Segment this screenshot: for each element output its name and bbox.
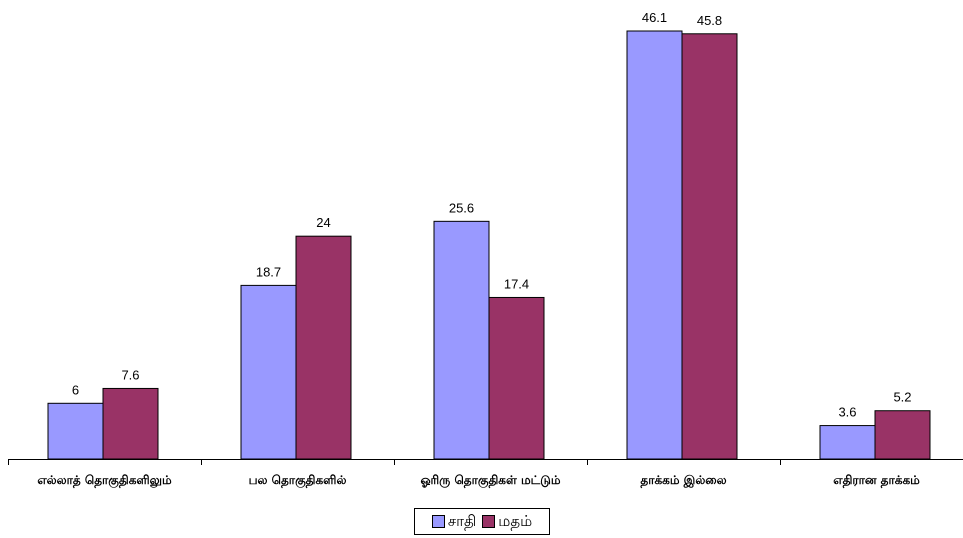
bar-2-4 (681, 33, 738, 460)
data-label-1-4: 46.1 (642, 10, 667, 25)
category-labels-group: எல்லாத் தொகுதிகளிலும் பல தொகுதிகளில் ஓரிரு… (37, 473, 920, 488)
category-label-3: ஓரிரு தொகுதிகள் மட்டும் (420, 473, 560, 488)
category-label-4: தாக்கம் இல்லை (640, 473, 726, 488)
bar-1-5 (819, 425, 876, 460)
legend-swatch-series-2 (482, 515, 496, 528)
x-axis (8, 459, 963, 465)
bar-2-1 (102, 387, 159, 460)
legend: சாதி மதம் (414, 508, 550, 535)
bar-2-3 (488, 296, 545, 460)
legend-item-series-1: சாதி (431, 511, 477, 532)
category-label-5: எதிரான தாக்கம் (833, 473, 920, 488)
bar-1-4 (626, 30, 683, 460)
data-label-2-2: 24 (316, 215, 330, 230)
bars-group (47, 30, 931, 460)
legend-label-series-1: சாதி (447, 511, 477, 530)
legend-swatch-series-1 (431, 515, 445, 528)
bar-2-2 (295, 235, 352, 460)
data-label-2-4: 45.8 (697, 13, 722, 28)
data-label-1-5: 3.6 (838, 405, 856, 420)
data-label-1-3: 25.6 (449, 200, 474, 215)
bar-1-1 (47, 402, 104, 460)
category-label-2: பல தொகுதிகளில் (249, 473, 347, 488)
legend-item-series-2: மதம் (482, 512, 532, 532)
bar-1-2 (240, 284, 297, 460)
data-label-2-5: 5.2 (893, 390, 911, 405)
data-label-1-1: 6 (72, 382, 79, 397)
data-labels-group: 6 7.6 18.7 24 25.6 17.4 46.1 45.8 3.6 5.2 (72, 10, 912, 420)
bar-chart: 6 7.6 18.7 24 25.6 17.4 46.1 45.8 3.6 5.2 எல்லாத்… (8, 10, 963, 488)
data-label-2-3: 17.4 (504, 276, 529, 291)
data-label-1-2: 18.7 (256, 264, 281, 279)
legend-label-series-2: மதம் (498, 511, 533, 530)
bar-1-3 (433, 220, 490, 460)
category-label-1: எல்லாத் தொகுதிகளிலும் (37, 473, 172, 488)
data-label-2-1: 7.6 (121, 367, 139, 382)
bar-2-5 (874, 410, 931, 460)
